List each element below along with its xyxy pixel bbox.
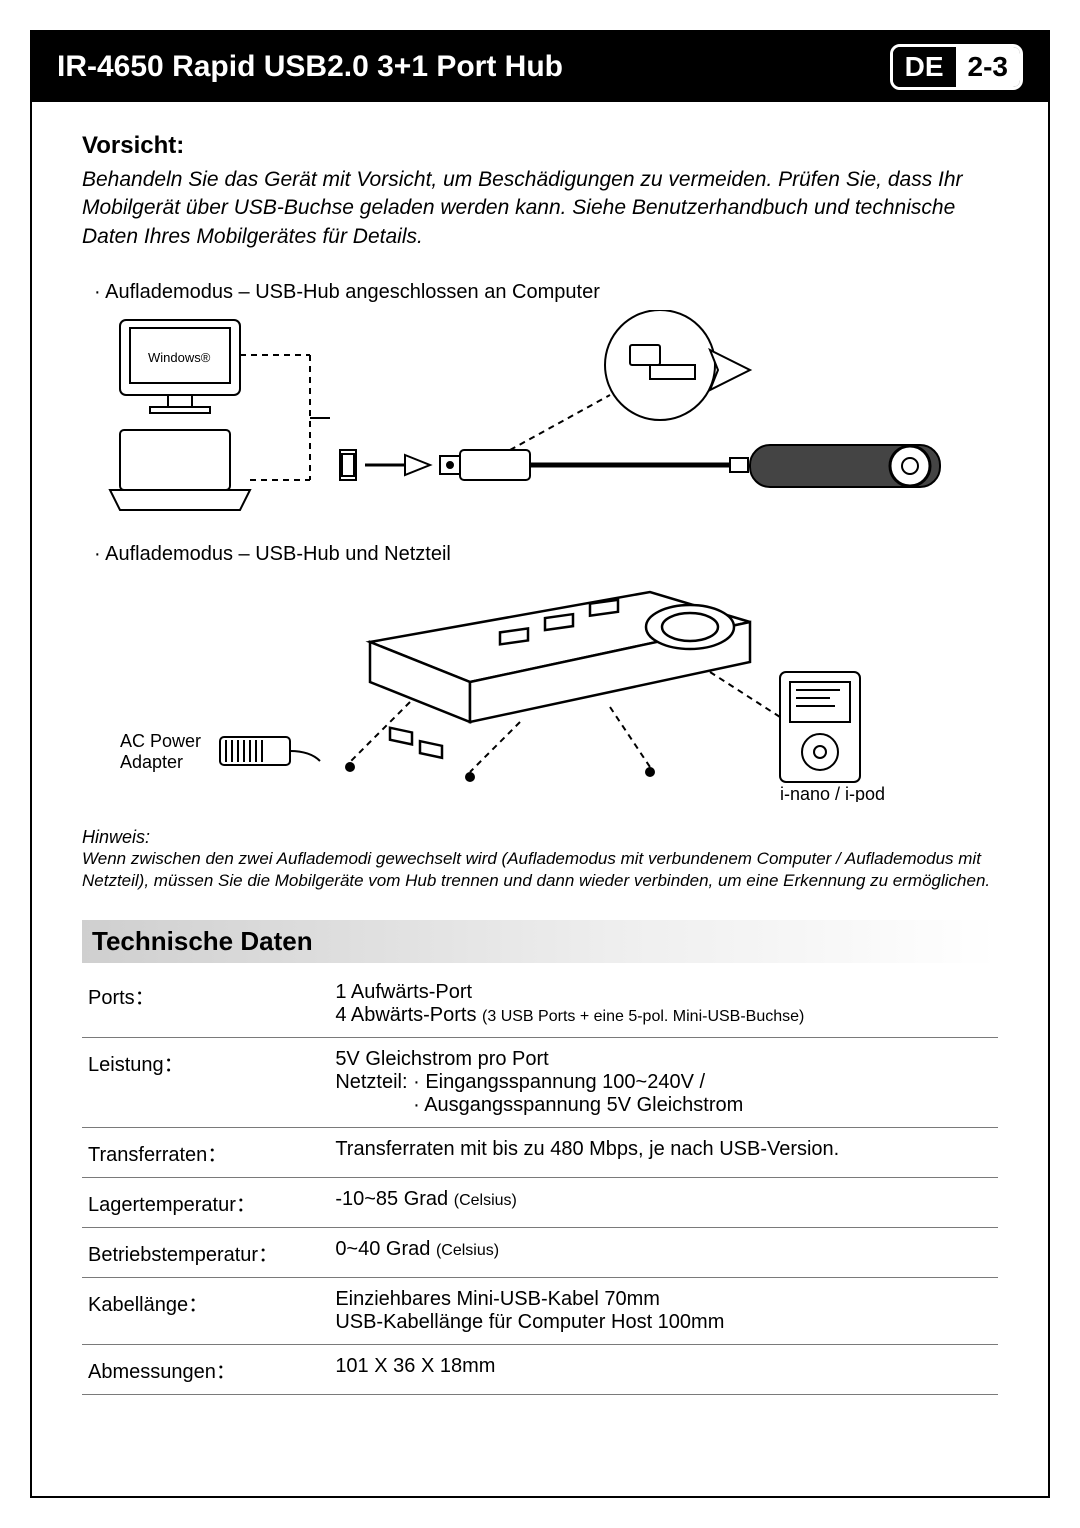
spec-value: 101 X 36 X 18mm xyxy=(329,1345,998,1395)
diagram-mode1: Windows® xyxy=(82,310,998,520)
spec-label: Kabellänge： xyxy=(82,1278,329,1345)
caution-heading: Vorsicht: xyxy=(82,132,998,160)
mode2-label: Auflademodus – USB-Hub und Netzteil xyxy=(94,543,998,566)
note-heading: Hinweis: xyxy=(82,827,998,848)
spec-label: Abmessungen： xyxy=(82,1345,329,1395)
spec-value: 1 Aufwärts-Port4 Abwärts-Ports (3 USB Po… xyxy=(329,971,998,1038)
diagram-mode2: AC Power Adapter i-nano / i-pod xyxy=(82,572,998,802)
ac-power-label: AC Power xyxy=(120,731,201,751)
table-row: Lagertemperatur：-10~85 Grad (Celsius) xyxy=(82,1178,998,1228)
spec-label: Leistung： xyxy=(82,1038,329,1128)
table-row: Abmessungen：101 X 36 X 18mm xyxy=(82,1345,998,1395)
adapter-label: Adapter xyxy=(120,752,183,772)
spec-value: -10~85 Grad (Celsius) xyxy=(329,1178,998,1228)
spec-value: 5V Gleichstrom pro PortNetzteil: · Einga… xyxy=(329,1038,998,1128)
page-range: 2-3 xyxy=(956,47,1020,87)
spec-value: 0~40 Grad (Celsius) xyxy=(329,1228,998,1278)
ipod-label: i-nano / i-pod xyxy=(780,784,885,802)
page-badge: DE 2-3 xyxy=(890,44,1023,90)
spec-value: Einziehbares Mini-USB-Kabel 70mmUSB-Kabe… xyxy=(329,1278,998,1345)
table-row: Kabellänge：Einziehbares Mini-USB-Kabel 7… xyxy=(82,1278,998,1345)
mode1-label: Auflademodus – USB-Hub angeschlossen an … xyxy=(94,281,998,304)
note-body: Wenn zwischen den zwei Auflademodi gewec… xyxy=(82,848,998,892)
spec-label: Transferraten： xyxy=(82,1128,329,1178)
table-row: Transferraten：Transferraten mit bis zu 4… xyxy=(82,1128,998,1178)
product-title: IR-4650 Rapid USB2.0 3+1 Port Hub xyxy=(57,50,563,84)
specs-table: Ports：1 Aufwärts-Port4 Abwärts-Ports (3 … xyxy=(82,971,998,1395)
spec-label: Lagertemperatur： xyxy=(82,1178,329,1228)
lang-code: DE xyxy=(893,47,956,87)
spec-label: Ports： xyxy=(82,971,329,1038)
page-border: IR-4650 Rapid USB2.0 3+1 Port Hub DE 2-3… xyxy=(30,30,1050,1498)
tech-section-title: Technische Daten xyxy=(82,920,998,963)
caution-body: Behandeln Sie das Gerät mit Vorsicht, um… xyxy=(82,166,998,251)
spec-value: Transferraten mit bis zu 480 Mbps, je na… xyxy=(329,1128,998,1178)
table-row: Ports：1 Aufwärts-Port4 Abwärts-Ports (3 … xyxy=(82,971,998,1038)
header-bar: IR-4650 Rapid USB2.0 3+1 Port Hub DE 2-3 xyxy=(32,32,1048,102)
windows-label: Windows® xyxy=(148,350,211,365)
table-row: Leistung：5V Gleichstrom pro PortNetzteil… xyxy=(82,1038,998,1128)
spec-label: Betriebstemperatur： xyxy=(82,1228,329,1278)
table-row: Betriebstemperatur：0~40 Grad (Celsius) xyxy=(82,1228,998,1278)
content-area: Vorsicht: Behandeln Sie das Gerät mit Vo… xyxy=(32,102,1048,1415)
